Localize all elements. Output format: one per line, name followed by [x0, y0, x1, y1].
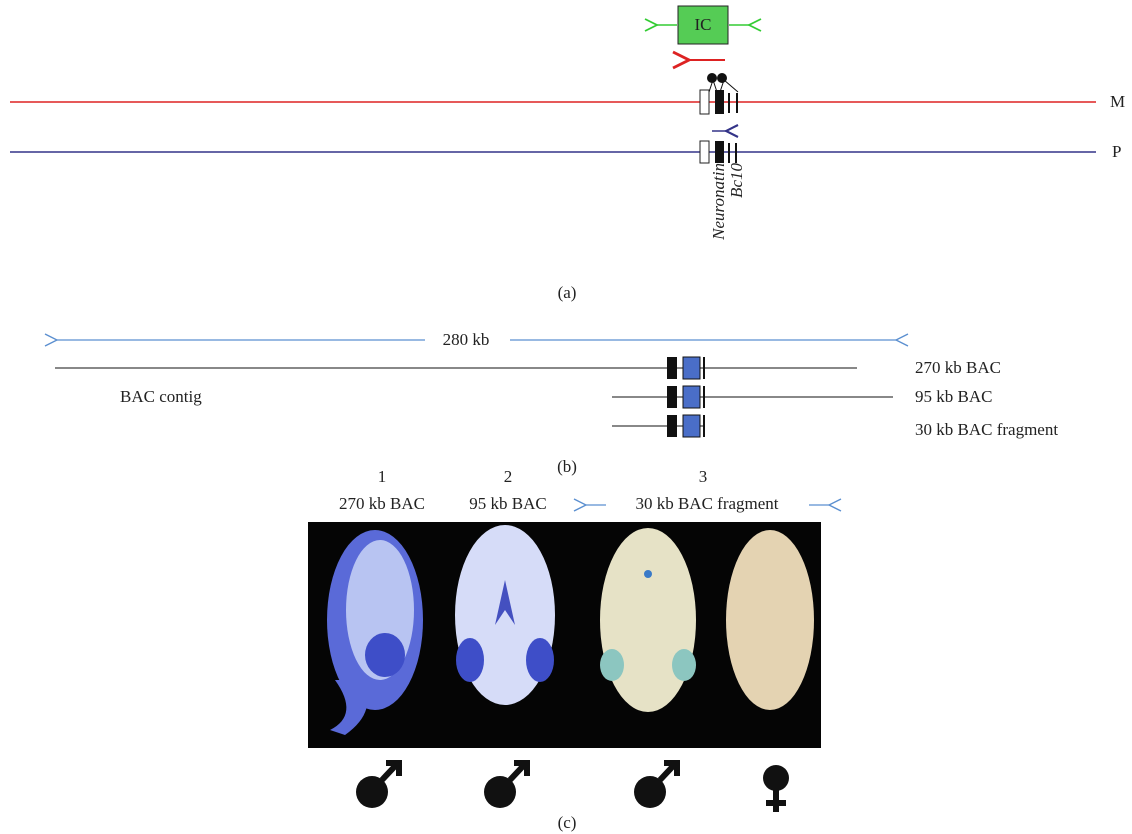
construct-label: 95 kb BAC: [915, 387, 992, 406]
gene-label: Neuronatin: [709, 163, 728, 241]
column-number: 3: [699, 467, 708, 486]
contig-label: BAC contig: [120, 387, 202, 406]
embryo: [327, 525, 814, 735]
paternal-label: P: [1112, 142, 1121, 161]
exon: [715, 141, 724, 163]
column-number: 1: [378, 467, 387, 486]
gene-label: Bc10: [727, 163, 746, 198]
caption: (b): [557, 457, 577, 476]
caption: (c): [558, 813, 577, 832]
exon: [735, 143, 737, 163]
panel-a: IC M P Neuronatin Bc10 (a): [10, 5, 1125, 302]
construct-label: 30 kb BAC fragment: [915, 420, 1058, 439]
maternal-label: M: [1110, 92, 1125, 111]
column-label: 95 kb BAC: [469, 494, 546, 513]
gene-block: [667, 356, 705, 438]
ic-label: IC: [695, 15, 712, 34]
exon: [736, 93, 738, 113]
sex-symbols: [356, 760, 789, 812]
exon: [699, 89, 710, 115]
column-label: 270 kb BAC: [339, 494, 425, 513]
exon: [699, 140, 710, 164]
panel-c: 1 2 3 270 kb BAC 95 kb BAC 30 kb BAC fra…: [308, 467, 829, 832]
column-number: 2: [504, 467, 513, 486]
exon: [715, 90, 724, 114]
span-label: 280 kb: [443, 330, 490, 349]
exon: [728, 143, 730, 163]
caption: (a): [558, 283, 577, 302]
construct-label: 270 kb BAC: [915, 358, 1001, 377]
exon: [728, 93, 730, 113]
panel-b: 280 kb 270 kb BAC 95 kb BAC 30 kb BAC fr…: [55, 330, 1058, 476]
methyl: [717, 73, 727, 83]
ic-box: [677, 5, 729, 45]
column-label: 30 kb BAC fragment: [635, 494, 778, 513]
methyl: [707, 73, 717, 83]
